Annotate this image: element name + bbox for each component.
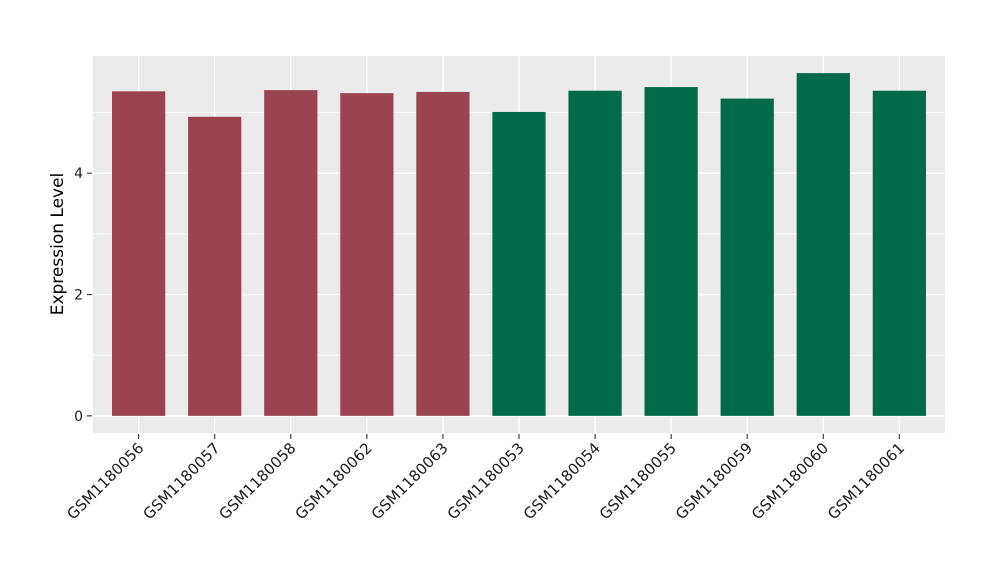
x-tick-label: GSM1180058 (216, 439, 300, 523)
x-tick-label: GSM1180056 (63, 439, 147, 523)
bar-GSM1180053 (492, 111, 546, 416)
bar-GSM1180057 (188, 116, 242, 416)
bar-GSM1180056 (112, 91, 166, 416)
bar-GSM1180060 (796, 73, 850, 416)
x-tick-label: GSM1180055 (596, 439, 680, 523)
bar-GSM1180055 (644, 87, 698, 416)
x-tick-label: GSM1180054 (520, 439, 604, 523)
x-tick-label: GSM1180057 (139, 439, 223, 523)
bar-GSM1180061 (872, 90, 926, 416)
bar-GSM1180058 (264, 90, 318, 416)
x-tick-label: GSM1180063 (368, 439, 452, 523)
bar-GSM1180062 (340, 93, 394, 416)
x-tick-label: GSM1180062 (292, 439, 376, 523)
bar-GSM1180059 (720, 98, 774, 416)
y-axis-title: Expression Level (48, 173, 68, 316)
y-tick-label: 0 (74, 409, 83, 425)
x-tick-label: GSM1180060 (748, 439, 832, 523)
x-tick-label: GSM1180053 (444, 439, 528, 523)
bar-GSM1180063 (416, 91, 470, 416)
bar-GSM1180054 (568, 90, 622, 416)
y-tick-label: 2 (74, 288, 83, 304)
x-tick-label: GSM1180061 (824, 439, 908, 523)
y-tick-label: 4 (74, 166, 83, 182)
plot-area: 024GSM1180056GSM1180057GSM1180058GSM1180… (63, 56, 945, 523)
x-tick-label: GSM1180059 (672, 439, 756, 523)
